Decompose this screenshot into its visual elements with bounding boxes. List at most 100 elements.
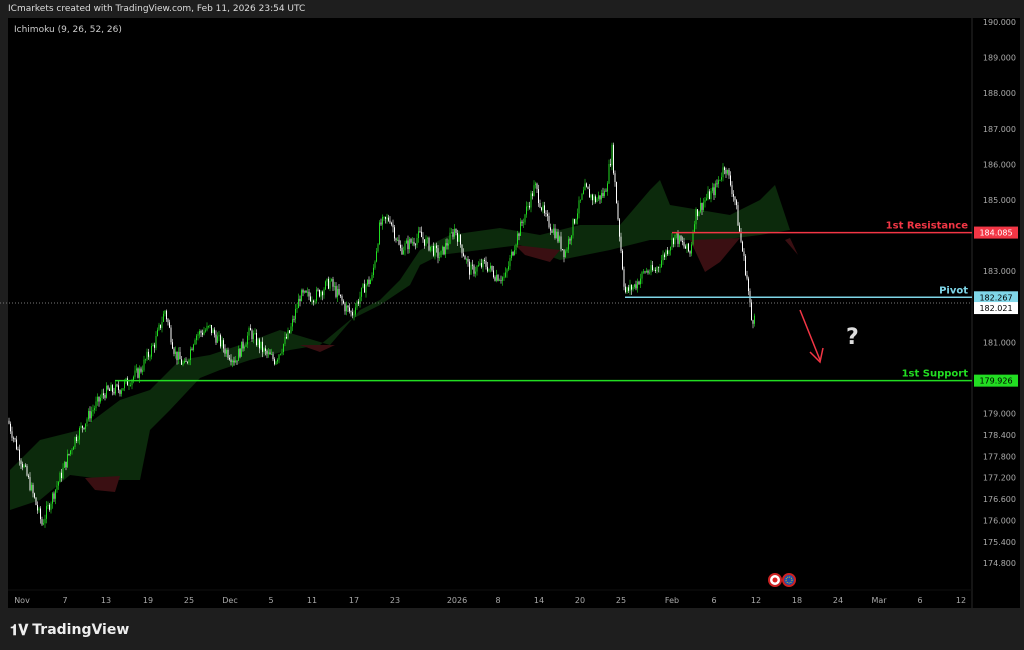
candle (223, 340, 224, 349)
candle (362, 283, 364, 288)
candle (457, 233, 458, 242)
japan-event-icon[interactable] (768, 573, 782, 587)
candle (616, 182, 617, 204)
indicator-label[interactable]: Ichimoku (9, 26, 52, 26) (14, 25, 122, 35)
candle (596, 198, 598, 203)
candle (374, 261, 376, 268)
candle (128, 385, 130, 387)
candle (272, 354, 274, 360)
candle (232, 360, 233, 363)
candle (635, 284, 637, 289)
y-tick-label: 176.000 (983, 516, 1016, 525)
candle (401, 247, 403, 255)
candle (577, 213, 578, 220)
candle (85, 423, 86, 429)
candle (203, 331, 205, 335)
candle (256, 333, 257, 346)
candle (22, 463, 23, 468)
candle (170, 327, 172, 343)
candle (733, 194, 734, 197)
x-tick-label: 12 (956, 596, 966, 605)
candle (713, 187, 715, 196)
candle (226, 349, 227, 354)
candle (130, 385, 131, 387)
candle (494, 277, 496, 281)
candle (659, 267, 661, 268)
candle (334, 286, 335, 287)
candle (206, 326, 208, 331)
candle (220, 335, 221, 347)
candle (257, 339, 259, 346)
candle (89, 411, 91, 419)
candle (472, 264, 473, 266)
x-tick-label: 13 (101, 596, 111, 605)
candle (218, 335, 220, 337)
candle (358, 301, 359, 304)
candle (313, 300, 314, 303)
candle (229, 357, 230, 360)
candle (331, 279, 332, 281)
candle (11, 431, 13, 438)
candle (590, 194, 592, 198)
candle (146, 351, 148, 360)
candle (412, 241, 413, 243)
candle (422, 237, 424, 240)
candle (677, 233, 679, 244)
x-tick-label: 14 (534, 596, 544, 605)
candle (442, 246, 443, 251)
candle (719, 179, 721, 181)
candle (184, 361, 185, 363)
candle (332, 279, 334, 287)
candle (244, 346, 245, 349)
candle (335, 286, 337, 297)
candle (640, 278, 641, 285)
candle (400, 244, 401, 248)
tradingview-logo[interactable]: 𝟏𝐕 TradingView (10, 621, 129, 639)
candle (571, 235, 572, 241)
candles (8, 142, 755, 528)
candle (623, 269, 625, 287)
candle (482, 259, 484, 268)
candle (415, 244, 416, 246)
candle (514, 250, 515, 256)
candle (556, 231, 557, 238)
y-tick-label: 190.000 (983, 18, 1016, 27)
candle (737, 205, 739, 226)
candle (199, 331, 200, 335)
candle (692, 232, 694, 245)
candle (97, 396, 98, 402)
candle (445, 243, 446, 255)
x-tick-label: 6 (711, 596, 716, 605)
candle (149, 356, 151, 358)
candle (563, 249, 565, 258)
candle (38, 508, 40, 511)
candle (496, 275, 497, 281)
candle (217, 336, 218, 343)
candle (260, 341, 262, 349)
candle (316, 289, 317, 301)
candle (298, 298, 299, 309)
candle (406, 240, 407, 244)
candle (209, 324, 211, 327)
x-tick-label: Feb (665, 596, 679, 605)
x-tick-label: Mar (871, 596, 887, 605)
candle (478, 265, 479, 267)
candle (460, 234, 461, 245)
candle (238, 348, 239, 361)
candle (649, 272, 650, 274)
candle (419, 231, 421, 233)
candle (520, 221, 521, 236)
candle (367, 279, 368, 285)
candle (190, 349, 191, 361)
candle (95, 401, 97, 409)
candle (253, 333, 254, 340)
candle (10, 423, 11, 432)
candle (598, 195, 599, 199)
candle (517, 233, 518, 245)
candle (431, 245, 433, 247)
eu-event-icon[interactable] (782, 573, 796, 587)
x-tick-label: 24 (833, 596, 843, 605)
candle (136, 368, 137, 371)
candle (52, 493, 53, 504)
